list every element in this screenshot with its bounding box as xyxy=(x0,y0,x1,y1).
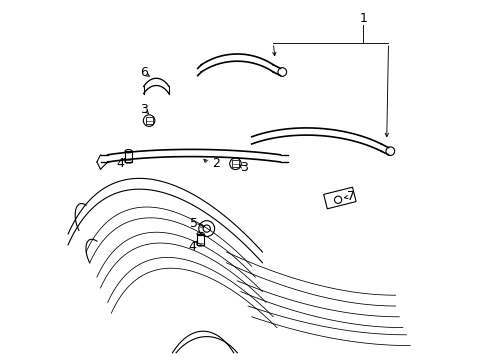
Bar xyxy=(125,151,132,162)
Text: 7: 7 xyxy=(346,190,354,203)
Text: 2: 2 xyxy=(211,157,219,170)
Text: 3: 3 xyxy=(240,161,248,174)
Text: 3: 3 xyxy=(140,103,147,116)
Text: 4: 4 xyxy=(188,240,196,253)
Text: 5: 5 xyxy=(190,217,198,230)
Text: 4: 4 xyxy=(116,157,124,170)
Bar xyxy=(197,234,204,245)
Text: 6: 6 xyxy=(140,66,147,78)
Text: 1: 1 xyxy=(359,12,366,24)
